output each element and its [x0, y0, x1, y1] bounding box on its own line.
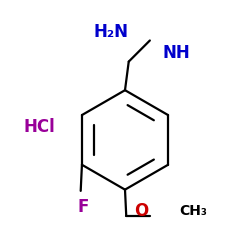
Text: F: F [77, 198, 88, 216]
Text: O: O [134, 202, 148, 220]
Text: CH₃: CH₃ [180, 204, 208, 218]
Text: H₂N: H₂N [94, 23, 129, 41]
Text: NH: NH [162, 44, 190, 62]
Text: HCl: HCl [23, 118, 55, 136]
